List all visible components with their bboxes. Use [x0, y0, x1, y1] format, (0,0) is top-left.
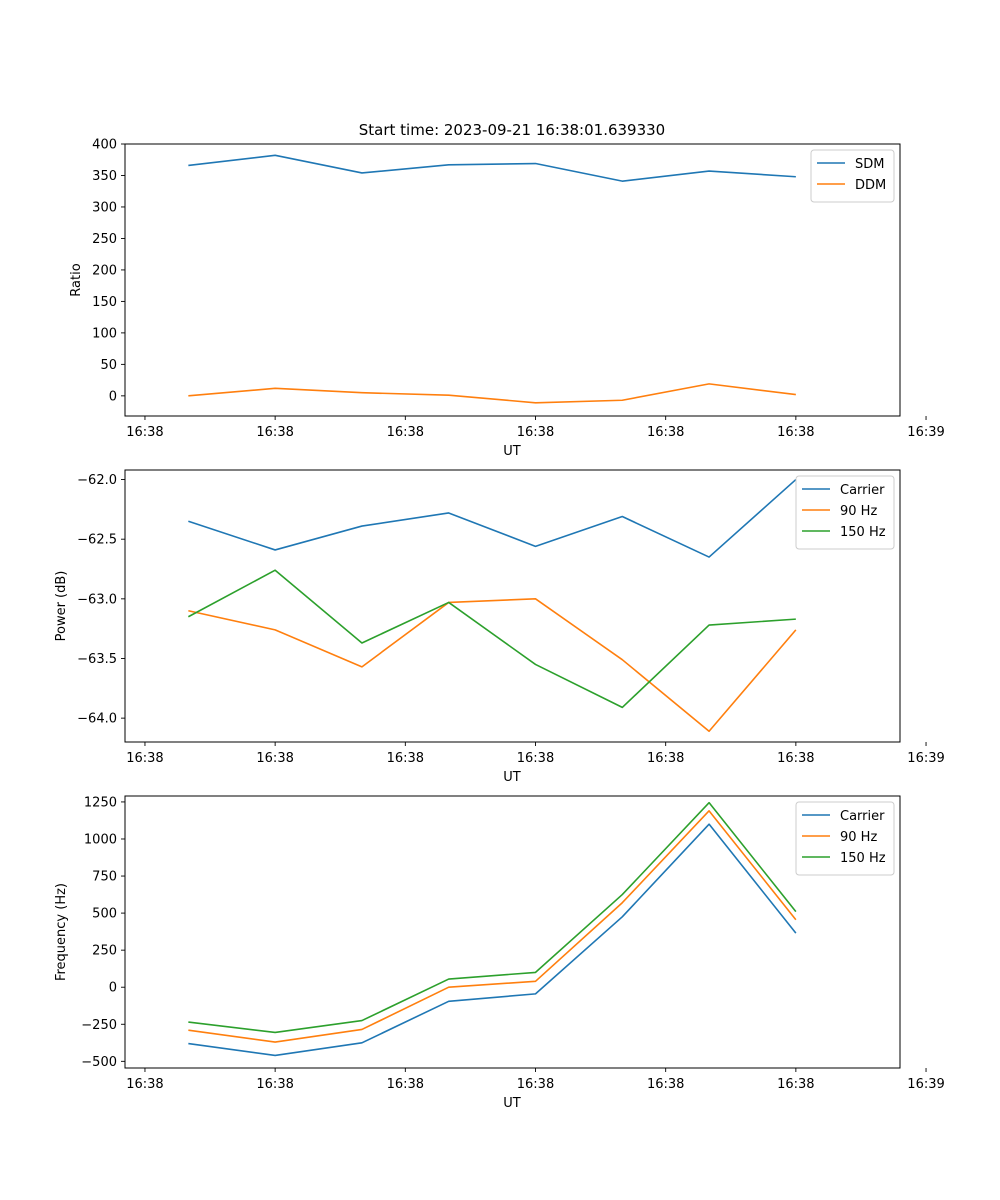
- y-axis-label: Frequency (Hz): [54, 883, 69, 981]
- series-line-carrier: [188, 478, 797, 558]
- y-tick-label: 150: [92, 295, 117, 310]
- y-tick-label: 250: [92, 944, 117, 959]
- legend-label: DDM: [855, 178, 886, 193]
- y-tick-label: 1000: [84, 832, 117, 847]
- figure-title: Start time: 2023-09-21 16:38:01.639330: [359, 121, 665, 139]
- plot-frame: [124, 795, 901, 1069]
- y-axis-label: Power (dB): [54, 571, 69, 642]
- legend-label: 90 Hz: [840, 830, 877, 845]
- x-tick-label: 16:38: [387, 751, 424, 766]
- x-tick-label: 16:38: [126, 1077, 163, 1092]
- series-line-90-hz: [188, 810, 797, 1043]
- x-tick-label: 16:38: [777, 425, 814, 440]
- y-tick-label: 50: [100, 358, 117, 373]
- y-tick-label: −63.0: [77, 592, 117, 607]
- x-tick-label: 16:38: [387, 1077, 424, 1092]
- legend: Carrier 90 Hz 150 Hz: [795, 801, 895, 876]
- chart-panel-2: −64.0 −63.5 −63.0 −62.5 −62.0 16:38 16:38 16:38…: [54, 469, 945, 785]
- y-tick-label: −500: [81, 1055, 117, 1070]
- x-axis-label: UT: [503, 444, 521, 459]
- series-line-carrier: [188, 823, 797, 1057]
- x-tick-label: 16:38: [647, 425, 684, 440]
- x-tick-label: 16:39: [907, 751, 944, 766]
- legend: Carrier 90 Hz 150 Hz: [795, 475, 895, 550]
- legend-label: Carrier: [840, 483, 885, 498]
- plot-frame: [124, 469, 901, 743]
- series-line-ddm: [188, 383, 796, 404]
- y-tick-label: 350: [92, 169, 117, 184]
- y-axis-label: Ratio: [69, 263, 84, 296]
- x-tick-label: 16:38: [256, 425, 293, 440]
- series-line-150-hz: [188, 801, 797, 1034]
- y-tick-label: −63.5: [77, 652, 117, 667]
- x-tick-label: 16:38: [777, 1077, 814, 1092]
- x-tick-label: 16:38: [256, 1077, 293, 1092]
- legend: SDM DDM: [810, 149, 895, 203]
- y-tick-label: 750: [92, 870, 117, 885]
- y-tick-label: 0: [109, 389, 117, 404]
- x-tick-label: 16:38: [517, 1077, 554, 1092]
- y-tick-label: −62.0: [77, 473, 117, 488]
- y-tick-label: 250: [92, 232, 117, 247]
- x-tick-label: 16:38: [517, 425, 554, 440]
- legend-label: 90 Hz: [840, 504, 877, 519]
- y-tick-label: 300: [92, 200, 117, 215]
- legend-label: 150 Hz: [840, 525, 886, 540]
- y-tick-label: −64.0: [77, 712, 117, 727]
- x-tick-label: 16:39: [907, 425, 944, 440]
- legend-label: 150 Hz: [840, 851, 886, 866]
- chart-panel-3: −500 −250 0 250 500 750 1000 1250 16:38 16:38 16:3…: [54, 795, 945, 1111]
- chart-panel-1: 0 50 100 150 200 250 300 350 400 16:38 16:38 16:38 1…: [69, 138, 945, 460]
- x-axis-label: UT: [503, 770, 521, 785]
- x-tick-label: 16:38: [777, 751, 814, 766]
- y-tick-label: 500: [92, 907, 117, 922]
- x-tick-label: 16:38: [256, 751, 293, 766]
- x-tick-label: 16:38: [126, 751, 163, 766]
- y-tick-label: −250: [81, 1018, 117, 1033]
- x-tick-label: 16:38: [647, 751, 684, 766]
- x-tick-label: 16:39: [907, 1077, 944, 1092]
- series-line-90-hz: [188, 598, 797, 733]
- plot-frame: [124, 143, 901, 417]
- y-tick-label: 100: [92, 326, 117, 341]
- series-line-sdm: [188, 154, 796, 182]
- y-tick-label: 1250: [84, 795, 117, 810]
- y-tick-label: 0: [109, 981, 117, 996]
- series-line-150-hz: [187, 569, 796, 709]
- x-tick-label: 16:38: [647, 1077, 684, 1092]
- legend-label: SDM: [855, 157, 884, 172]
- x-axis-label: UT: [503, 1096, 521, 1111]
- y-tick-label: 400: [92, 138, 117, 153]
- y-tick-label: −62.5: [77, 533, 117, 548]
- x-tick-label: 16:38: [387, 425, 424, 440]
- y-tick-label: 200: [92, 263, 117, 278]
- legend-label: Carrier: [840, 809, 885, 824]
- x-tick-label: 16:38: [517, 751, 554, 766]
- x-tick-label: 16:38: [126, 425, 163, 440]
